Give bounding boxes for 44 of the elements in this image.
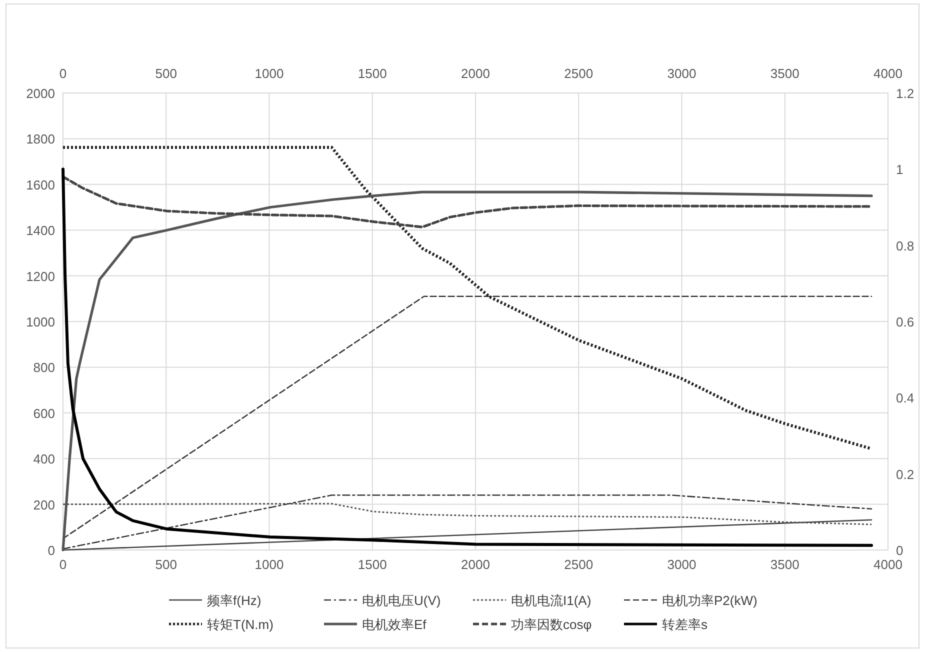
x2-tick-label: 0 [59,66,67,81]
y-tick-label: 1800 [26,132,55,147]
y-tick-label: 400 [33,452,55,467]
legend-label: 频率f(Hz) [207,593,262,608]
x2-tick-label: 500 [155,66,177,81]
x2-tick-label: 1000 [254,66,284,81]
x-tick-label: 0 [59,557,67,572]
x2-tick-label: 2000 [461,66,490,81]
y2-tick-label: 0 [896,543,904,558]
legend-label: 功率因数cosφ [511,617,592,632]
x-tick-label: 4000 [874,557,902,572]
x2-tick-label: 1500 [358,66,387,81]
legend-label: 电机电压U(V) [362,593,441,608]
legend-label: 电机效率Ef [362,617,427,632]
x2-tick-label: 4000 [874,66,902,81]
y-tick-label: 800 [33,360,55,376]
y-tick-label: 1400 [26,223,55,238]
x2-tick-label: 2500 [564,66,594,81]
x-tick-label: 500 [155,557,177,572]
x2-tick-label: 3000 [667,66,696,81]
x-tick-label: 1500 [358,557,387,572]
y2-tick-label: 1 [896,162,904,178]
x-tick-label: 1000 [254,557,284,572]
y-tick-label: 200 [33,497,55,512]
y2-tick-label: 0.4 [896,390,914,406]
y2-tick-label: 0.8 [896,238,914,254]
y2-tick-label: 0.6 [896,314,914,330]
x-tick-label: 2500 [564,557,594,572]
y-tick-label: 2000 [26,86,55,101]
legend-label: 电机电流I1(A) [511,593,592,608]
x-tick-label: 2000 [461,557,490,572]
x-tick-label: 3000 [667,557,696,572]
x-tick-label: 3500 [770,557,800,572]
legend-label: 转矩T(N.m) [207,617,274,632]
y2-tick-label: 1.2 [896,86,914,101]
y-tick-label: 1600 [26,177,55,192]
y2-tick-label: 0.2 [896,466,914,482]
legend-label: 转差率s [662,617,708,632]
y-tick-label: 1200 [26,268,55,284]
y-tick-label: 600 [33,406,55,421]
legend-label: 电机功率P2(kW) [662,593,758,608]
y-tick-label: 1000 [26,314,55,330]
x2-tick-label: 3500 [770,66,800,81]
y-tick-label: 0 [48,543,55,558]
